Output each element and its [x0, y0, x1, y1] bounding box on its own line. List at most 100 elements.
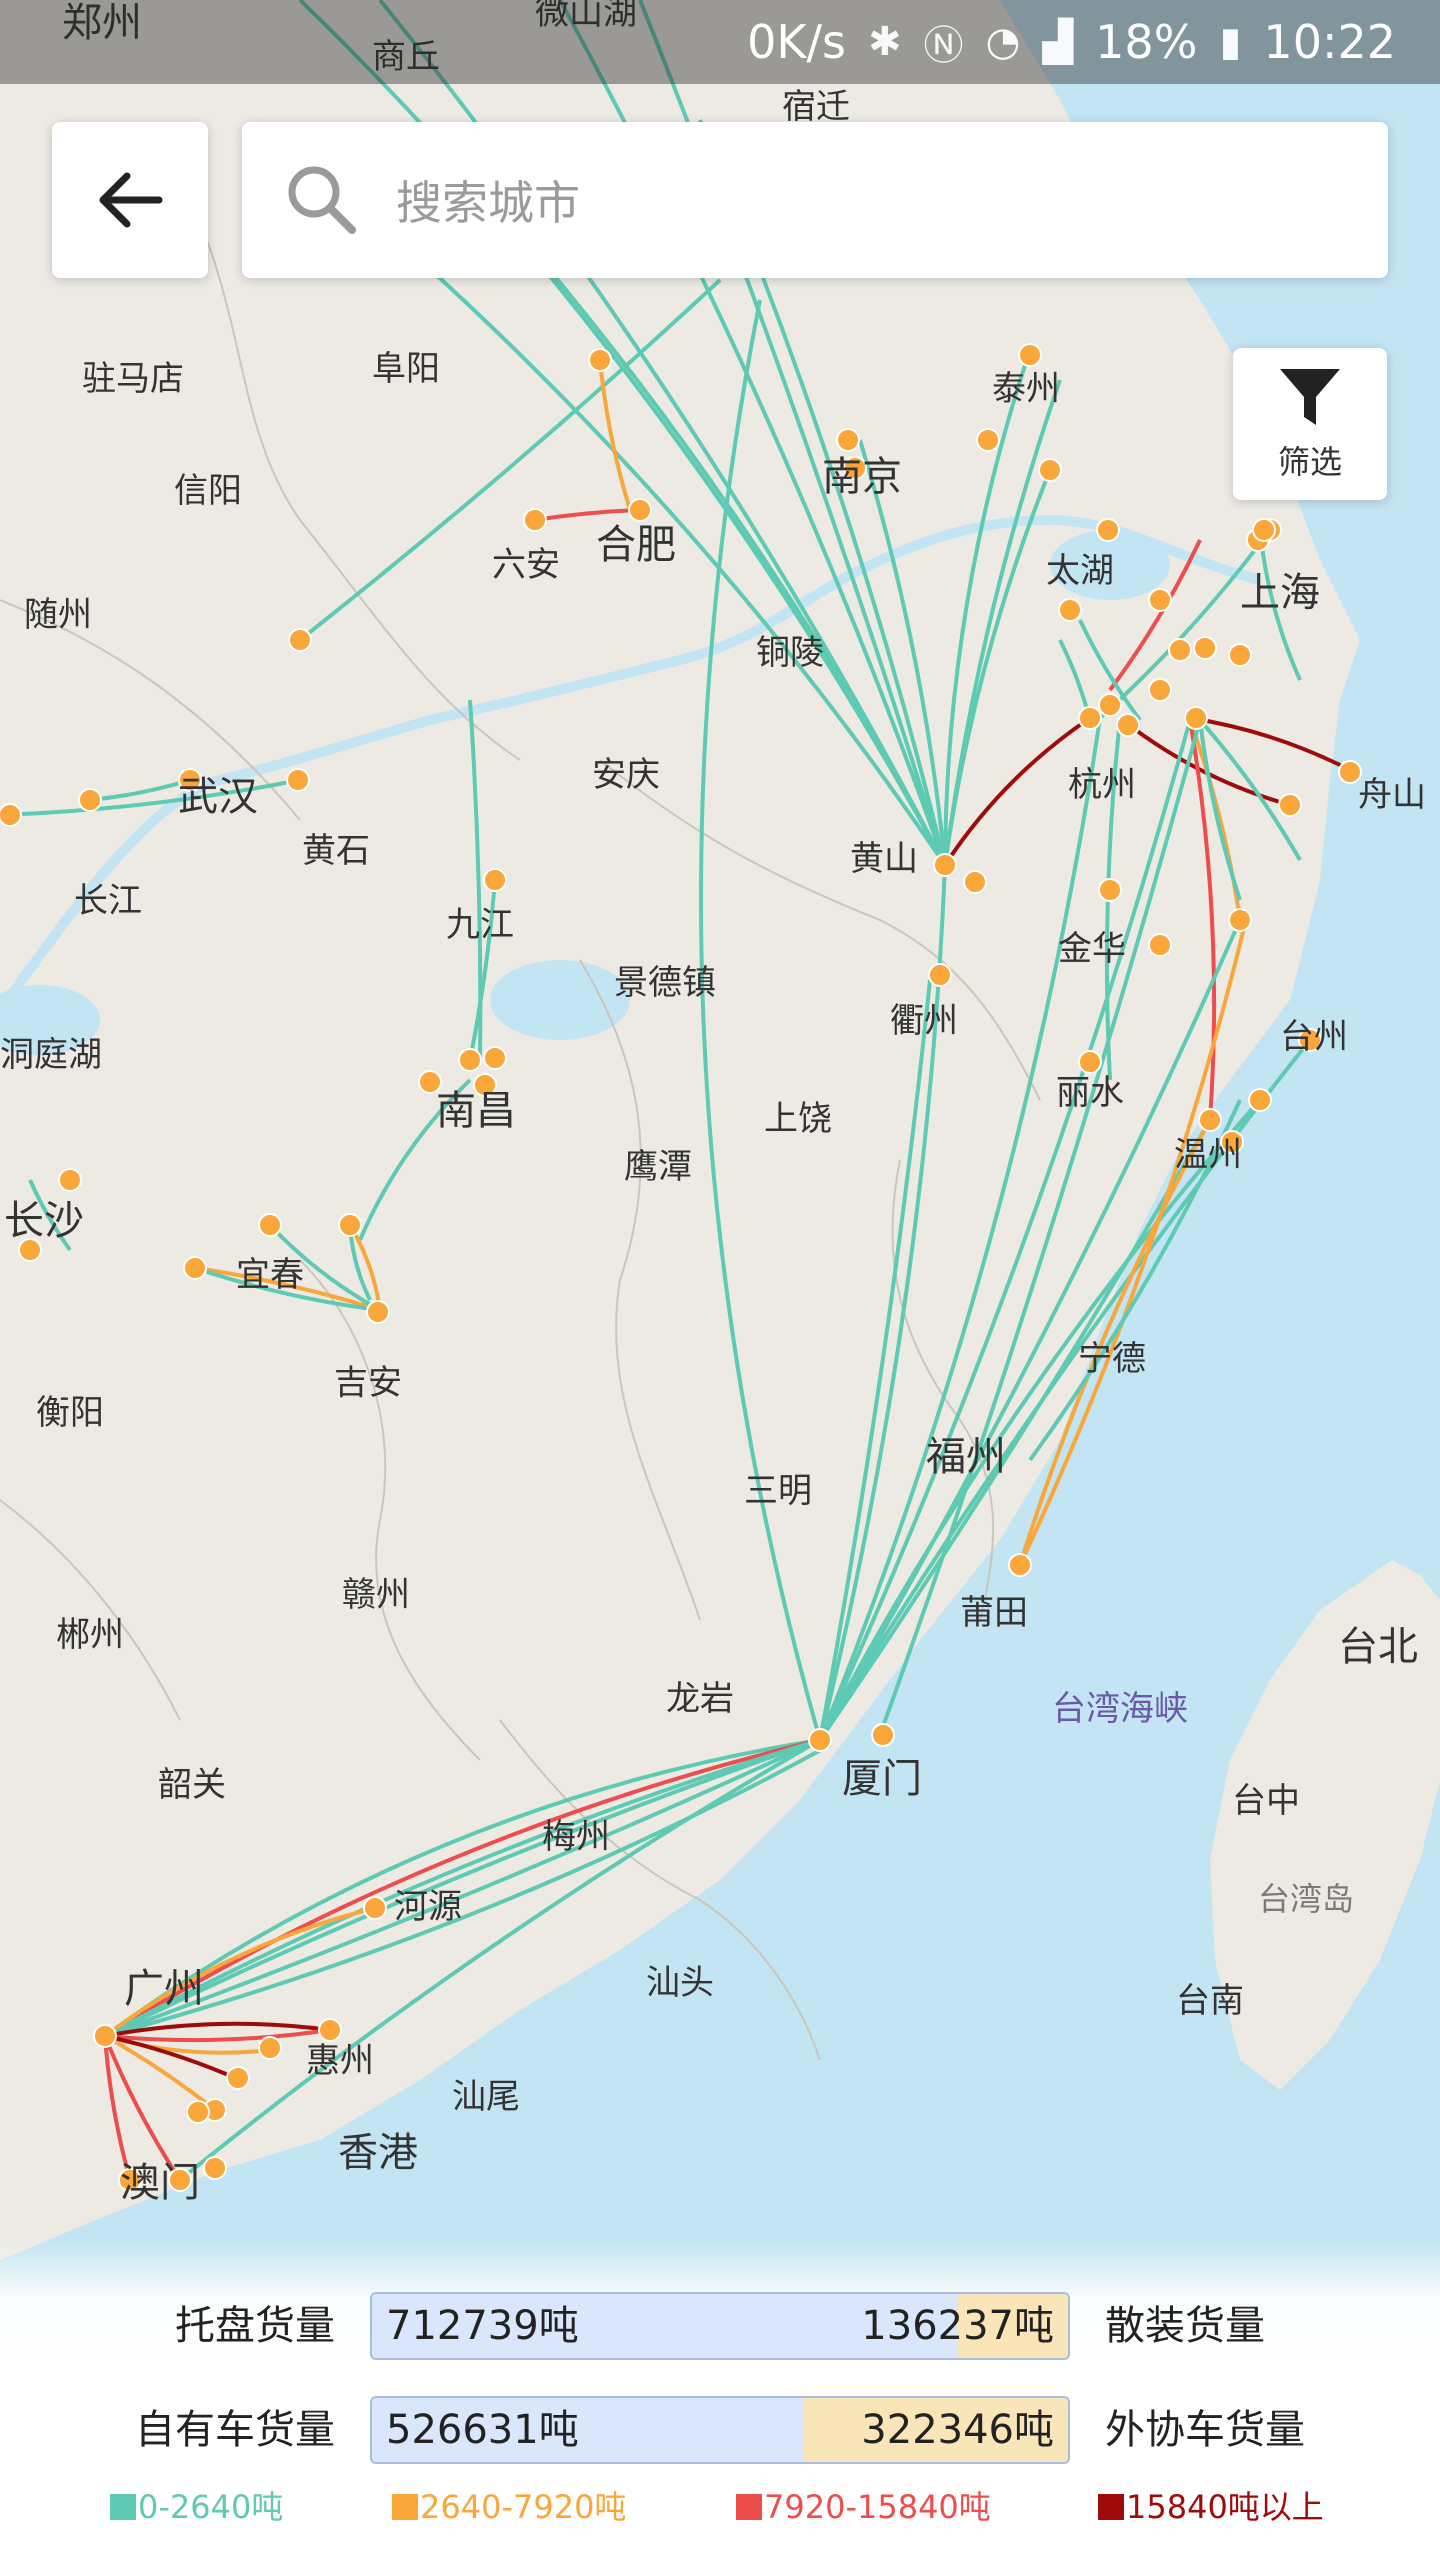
freight-node[interactable]: [318, 2018, 342, 2042]
city-label: 丽水: [1056, 1073, 1124, 1113]
freight-node[interactable]: [186, 2100, 210, 2124]
own-vehicle-value: 526631吨: [386, 2407, 579, 2453]
freight-node[interactable]: [871, 1723, 895, 1747]
tonnage-legend: 0-2640吨 2640-7920吨 7920-15840吨 15840吨以上: [0, 2482, 1440, 2532]
freight-node[interactable]: [1078, 1050, 1102, 1074]
city-label: 舟山: [1358, 775, 1426, 815]
freight-node[interactable]: [0, 803, 22, 827]
route-line: [1118, 716, 1291, 807]
freight-node[interactable]: [458, 1048, 482, 1072]
freight-node[interactable]: [1096, 518, 1120, 542]
freight-node[interactable]: [628, 498, 652, 522]
freight-node[interactable]: [418, 1070, 442, 1094]
city-label: 黄石: [302, 831, 370, 871]
freight-node[interactable]: [1228, 643, 1252, 667]
freight-node[interactable]: [588, 348, 612, 372]
freight-node[interactable]: [1058, 598, 1082, 622]
freight-node[interactable]: [226, 2066, 250, 2090]
freight-node[interactable]: [843, 456, 867, 480]
city-label: 莆田: [960, 1593, 1028, 1633]
city-label: 宜春: [236, 1255, 304, 1295]
search-icon: [288, 166, 356, 234]
freight-node[interactable]: [178, 768, 202, 792]
freight-node[interactable]: [1248, 1088, 1272, 1112]
freight-node[interactable]: [1184, 706, 1208, 730]
freight-node[interactable]: [118, 2168, 142, 2192]
city-label: 随州: [24, 595, 92, 635]
route-line: [104, 1738, 821, 2038]
route-line: [468, 699, 483, 1061]
route-line: [1189, 716, 1351, 772]
freight-node[interactable]: [258, 2036, 282, 2060]
battery-level: 18%: [1095, 15, 1198, 69]
search-input[interactable]: 搜索城市: [396, 176, 580, 230]
freight-node[interactable]: [338, 1213, 362, 1237]
legend-label: 0-2640吨: [138, 2488, 284, 2526]
freight-node[interactable]: [1228, 908, 1252, 932]
freight-node[interactable]: [366, 1300, 390, 1324]
freight-node[interactable]: [1148, 678, 1172, 702]
back-button[interactable]: [52, 122, 208, 278]
freight-node[interactable]: [93, 2024, 117, 2048]
status-bar: 0K/s ✱ Ⓝ ◔ ▟ 18% ▮ 10:22: [0, 0, 1440, 84]
city-label: 长沙: [4, 1198, 84, 1244]
freight-node[interactable]: [258, 1213, 282, 1237]
freight-node[interactable]: [483, 868, 507, 892]
freight-node[interactable]: [1198, 1108, 1222, 1132]
freight-node[interactable]: [1018, 343, 1042, 367]
freight-node[interactable]: [1193, 636, 1217, 660]
freight-node[interactable]: [1148, 933, 1172, 957]
freight-node[interactable]: [58, 1168, 82, 1192]
route-line: [28, 1179, 72, 1252]
freight-node[interactable]: [963, 870, 987, 894]
freight-node[interactable]: [473, 1073, 497, 1097]
battery-icon: ▮: [1219, 19, 1242, 65]
freight-node[interactable]: [1220, 1130, 1244, 1154]
freight-node[interactable]: [363, 1896, 387, 1920]
freight-node[interactable]: [1298, 1028, 1322, 1052]
freight-node[interactable]: [1098, 693, 1122, 717]
freight-node[interactable]: [1008, 1553, 1032, 1577]
filter-button[interactable]: 筛选: [1233, 348, 1387, 500]
city-label: 台湾海峡: [1052, 1689, 1188, 1729]
route-line: [103, 1738, 821, 2038]
freight-node[interactable]: [1338, 760, 1362, 784]
clock: 10:22: [1263, 15, 1396, 69]
freight-node[interactable]: [1098, 878, 1122, 902]
route-line: [268, 1223, 381, 1312]
freight-node[interactable]: [1038, 458, 1062, 482]
legend-label: 2640-7920吨: [420, 2488, 627, 2526]
freight-node[interactable]: [183, 1256, 207, 1280]
freight-node[interactable]: [1252, 518, 1276, 542]
route-line: [104, 2021, 331, 2038]
freight-node[interactable]: [976, 428, 1000, 452]
route-line: [858, 439, 947, 866]
freight-node[interactable]: [1116, 713, 1140, 737]
pallet-value: 712739吨: [386, 2303, 579, 2349]
search-box[interactable]: 搜索城市: [242, 122, 1388, 278]
freight-node[interactable]: [523, 508, 547, 532]
freight-node[interactable]: [203, 2156, 227, 2180]
city-label: 上饶: [764, 1099, 832, 1139]
freight-node[interactable]: [168, 2168, 192, 2192]
freight-node[interactable]: [1278, 793, 1302, 817]
freight-node[interactable]: [928, 963, 952, 987]
legend-swatch: [1098, 2494, 1124, 2520]
freight-node[interactable]: [1078, 706, 1102, 730]
freight-node[interactable]: [836, 428, 860, 452]
freight-node[interactable]: [1168, 638, 1192, 662]
route-line: [194, 1266, 381, 1312]
freight-node[interactable]: [288, 628, 312, 652]
route-line: [598, 359, 632, 511]
freight-node[interactable]: [18, 1238, 42, 1262]
city-labels: 郑州 商丘 微山湖 宿迁 驻马店 阜阳 泰州 信阳 六安 合肥 南京 随州 太湖…: [0, 0, 1426, 2206]
freight-node[interactable]: [808, 1728, 832, 1752]
freight-node[interactable]: [1148, 588, 1172, 612]
freight-node[interactable]: [78, 788, 102, 812]
freight-node[interactable]: [286, 768, 310, 792]
freight-node[interactable]: [483, 1046, 507, 1070]
freight-node[interactable]: [933, 853, 957, 877]
city-label: 太湖: [1046, 551, 1114, 591]
